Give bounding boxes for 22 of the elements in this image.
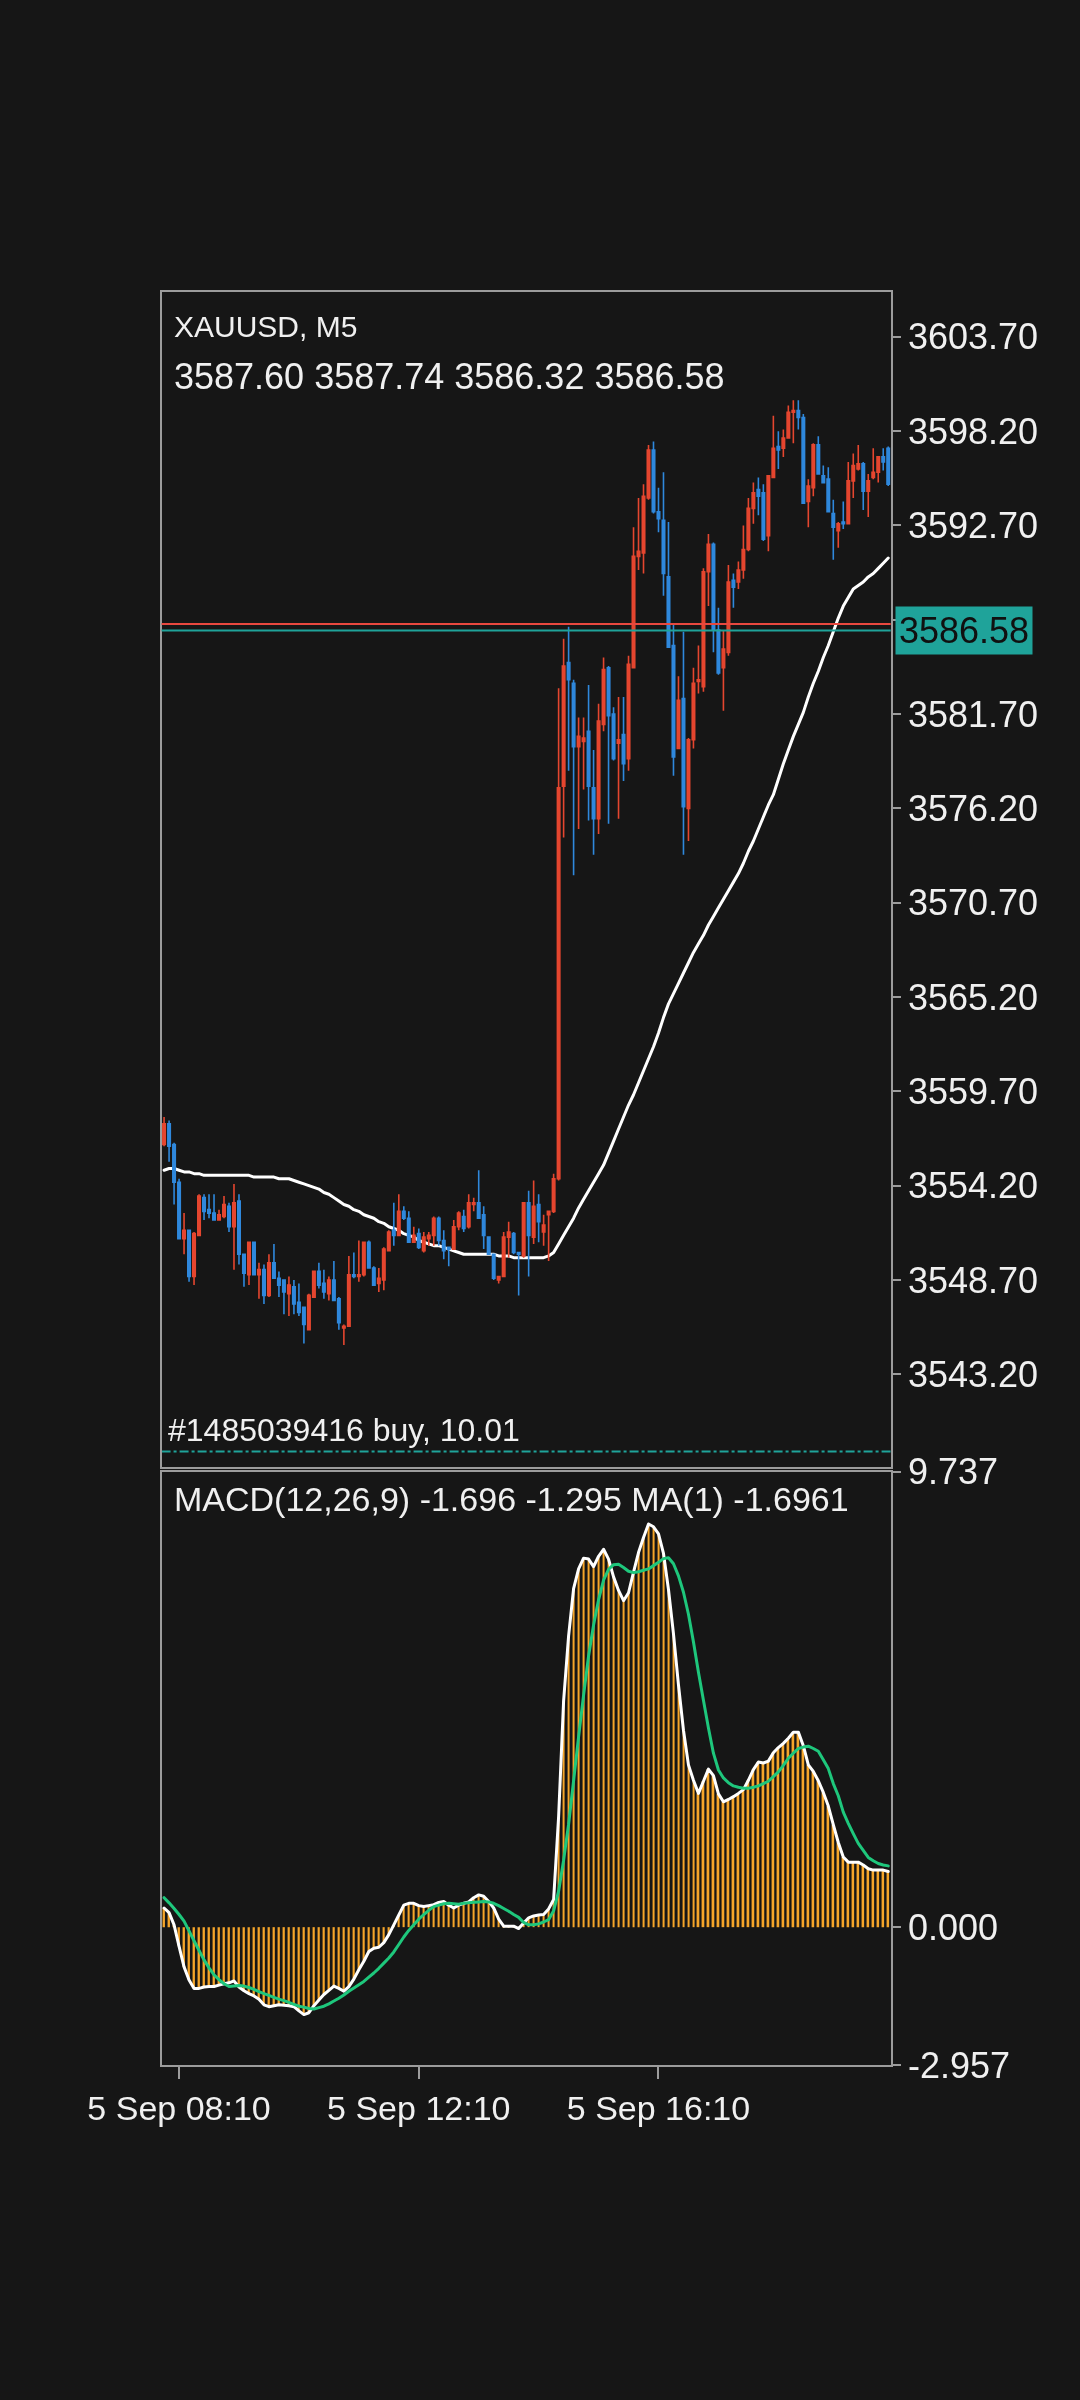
y-tick-label: 3548.70 <box>907 1259 1039 1301</box>
y-tick-label: 9.737 <box>907 1451 999 1493</box>
y-tick-label: 3598.20 <box>907 410 1039 452</box>
chart-title: MACD(12,26,9) -1.696 -1.295 MA(1) -1.6961 <box>174 1480 849 1518</box>
y-tick-label: 3570.70 <box>907 882 1039 924</box>
y-tick-label: 3581.70 <box>907 693 1039 735</box>
text: 3587.60 3587.74 3586.32 3586.58 <box>174 356 725 397</box>
y-tick-label: 3576.20 <box>907 788 1039 829</box>
x-tick-label: 5 Sep 16:10 <box>566 2089 751 2128</box>
y-tick-label: 3565.20 <box>907 976 1039 1018</box>
y-tick-label: 3543.20 <box>907 1353 1039 1395</box>
y-tick-label: 3554.20 <box>907 1165 1039 1207</box>
y-tick-label: 3603.70 <box>907 316 1039 358</box>
x-tick-label: 5 Sep 12:10 <box>327 2089 511 2128</box>
y-tick-label: -2.957 <box>907 2045 1010 2087</box>
y-tick-label: 0.000 <box>907 1906 999 1948</box>
y-tick-label: 3592.70 <box>907 505 1039 547</box>
x-tick-label: 5 Sep 08:10 <box>87 2089 271 2128</box>
ref-line-label: 3586.58 <box>899 610 1030 651</box>
text: XAUUSD, M5 <box>174 310 358 343</box>
y-tick-label: 3559.70 <box>907 1070 1039 1112</box>
ref-line-label: #1485039416 buy, 10.01 <box>168 1412 520 1448</box>
